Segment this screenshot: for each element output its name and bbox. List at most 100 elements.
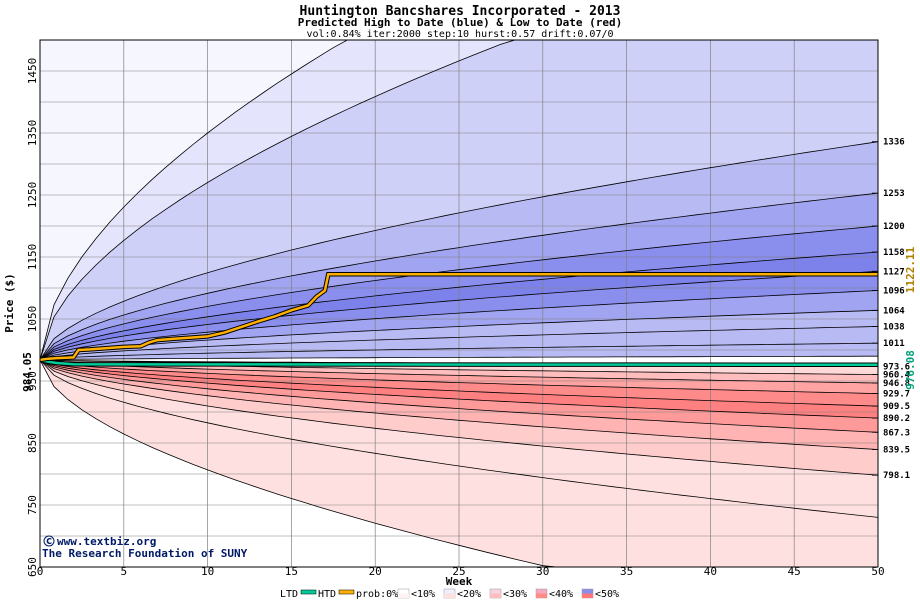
band-end-label-15: 867.3 (883, 428, 910, 438)
legend-htd-swatch (338, 589, 355, 595)
x-tick-label-4: 20 (369, 565, 382, 578)
legend-ltd-swatch (300, 589, 317, 595)
high-band-6 (40, 252, 878, 360)
band-boundary-16 (39, 359, 879, 394)
high-band-7 (40, 271, 878, 360)
htd-series-line (39, 273, 878, 362)
chart-params: vol:0.84% iter:2000 step:10 hurst:0.57 d… (306, 29, 613, 40)
y-tick-label-7: 1350 (26, 120, 39, 147)
x-tick-label-8: 40 (704, 565, 717, 578)
legend-ltd-label: LTD (280, 589, 298, 600)
y-tick-label-8: 1450 (26, 58, 39, 85)
band-end-label-7: 1038 (883, 322, 905, 332)
x-tick-label-5: 25 (452, 565, 465, 578)
band-end-label-13: 909.5 (883, 402, 910, 412)
band-boundary-2 (39, 141, 879, 361)
high-band-3 (40, 141, 878, 360)
x-tick-label-6: 30 (536, 565, 549, 578)
legend-item-4: <50% (595, 589, 619, 600)
band-end-label-8: 1011 (883, 339, 905, 349)
copyright-icon (43, 535, 55, 547)
band-end-label-0: 1336 (883, 138, 905, 148)
band-end-label-1: 1253 (883, 189, 905, 199)
y-tick-label-5: 1150 (26, 244, 39, 271)
band-boundary-15 (39, 359, 879, 384)
band-end-label-11: 946.8 (883, 379, 910, 389)
plot-frame (39, 39, 879, 568)
band-end-label-9: 973.6 (883, 362, 910, 372)
legend-prob-items: <10% <20% <30% <40% <50% (397, 588, 619, 600)
legend-prob-label: prob:0% (356, 589, 398, 600)
band-boundary-10 (39, 342, 879, 361)
y-tick-label-0: 650 (26, 557, 39, 577)
low-band-outer (40, 359, 878, 567)
x-tick-label-7: 35 (620, 565, 633, 578)
y-axis-ticks: 650 750 850 950 1050 1150 1250 1350 1450 (26, 58, 39, 577)
band-boundary-22 (39, 359, 879, 518)
band-boundary-4 (39, 225, 879, 361)
legend-item-2: <30% (503, 589, 527, 600)
y-tick-label-4: 1050 (26, 306, 39, 333)
y-axis-label: Price ($) (3, 273, 16, 333)
legend: LTD HTD prob:0% <10% <20% <30% <40% <50% (280, 588, 619, 600)
low-band-6 (40, 359, 878, 419)
ltd-end-label: 976.08 (904, 350, 917, 390)
y-tick-label-3: 950 (26, 371, 39, 391)
x-axis-ticks: 0 5 10 15 20 25 30 35 40 45 50 (37, 565, 885, 578)
band-end-label-2: 1200 (883, 222, 905, 232)
band-boundary-9 (39, 326, 879, 361)
chart-subtitle: Predicted High to Date (blue) & Low to D… (298, 16, 623, 29)
start-price-label: 984.05 (21, 352, 34, 392)
band-boundary-20 (39, 359, 879, 450)
band-boundary-19 (39, 359, 879, 433)
band-boundary-21 (39, 359, 879, 476)
band-end-label-16: 839.5 (883, 446, 910, 456)
band-boundary-11 (39, 355, 878, 361)
legend-swatch-low-3 (536, 593, 547, 598)
low-band-11 (40, 359, 878, 567)
x-tick-label-1: 5 (120, 565, 127, 578)
x-tick-label-9: 45 (788, 565, 801, 578)
low-band-8 (40, 359, 878, 450)
watermark: c www.textbiz.org The Research Foundatio… (42, 534, 248, 560)
band-end-label-6: 1064 (883, 306, 905, 316)
band-boundary-5 (39, 251, 879, 361)
htd-end-label: 1122.11 (904, 246, 917, 293)
band-end-label-10: 960.4 (883, 371, 911, 381)
x-tick-label-0: 0 (37, 565, 44, 578)
high-band-4 (40, 193, 878, 360)
legend-item-1: <20% (457, 589, 481, 600)
legend-swatch-low-2 (490, 593, 501, 598)
x-tick-label-3: 15 (285, 565, 298, 578)
band-end-label-12: 929.7 (883, 390, 910, 400)
x-axis-label: Week (446, 575, 473, 588)
band-boundary-17 (39, 359, 879, 407)
band-end-labels: 1336 1253 1200 1158 1127 1096 1064 1038 1011 973.… (872, 138, 911, 481)
band-boundary-7 (39, 290, 879, 361)
x-tick-label-10: 50 (871, 565, 884, 578)
high-band-5 (40, 226, 878, 360)
band-end-label-4: 1127 (883, 267, 905, 277)
chart-title: Huntington Bancshares Incorporated - 201… (300, 4, 621, 19)
band-boundary-18 (39, 359, 879, 419)
band-end-label-17: 798.1 (883, 471, 910, 481)
band-end-label-5: 1096 (883, 286, 905, 296)
legend-item-0: <10% (411, 589, 435, 600)
y-tick-label-6: 1250 (26, 182, 39, 209)
high-band-1 (40, 40, 878, 360)
x-tick-label-2: 10 (201, 565, 214, 578)
band-boundary-3 (39, 192, 879, 361)
legend-item-3: <40% (549, 589, 573, 600)
band-end-label-14: 890.2 (883, 414, 910, 424)
legend-swatch-low-1 (444, 593, 455, 598)
band-boundary-6 (39, 270, 879, 361)
watermark-site: www.textbiz.org (57, 535, 156, 548)
legend-swatch-low-4 (582, 593, 593, 598)
legend-htd-label: HTD (318, 589, 336, 600)
series-lines (39, 272, 879, 368)
legend-swatch-low-0 (398, 593, 409, 598)
y-tick-label-2: 850 (26, 433, 39, 453)
band-end-label-3: 1158 (883, 248, 905, 258)
band-boundary-8 (39, 309, 879, 361)
